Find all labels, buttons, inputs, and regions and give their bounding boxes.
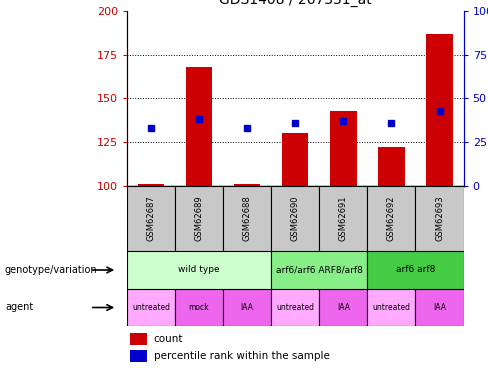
Text: GSM62688: GSM62688 [243, 196, 252, 242]
Bar [415, 289, 464, 326]
Bar [271, 251, 367, 289]
Bar [271, 289, 319, 326]
Bar [282, 134, 308, 186]
Bar [175, 289, 223, 326]
Text: IAA: IAA [241, 303, 254, 312]
Text: GSM62693: GSM62693 [435, 196, 444, 241]
Bar [271, 186, 319, 251]
Text: arf6 arf8: arf6 arf8 [396, 266, 435, 274]
Text: agent: agent [5, 303, 33, 312]
Bar [223, 289, 271, 326]
Text: GSM62689: GSM62689 [195, 196, 203, 241]
Text: GSM62691: GSM62691 [339, 196, 348, 241]
Text: wild type: wild type [178, 266, 220, 274]
Bar [367, 186, 415, 251]
Text: percentile rank within the sample: percentile rank within the sample [154, 351, 330, 361]
Bar [223, 186, 271, 251]
Text: IAA: IAA [337, 303, 350, 312]
Bar [130, 333, 147, 345]
Text: genotype/variation: genotype/variation [5, 265, 98, 275]
Bar [127, 186, 175, 251]
Bar [130, 350, 147, 362]
Bar [367, 289, 415, 326]
Text: untreated: untreated [372, 303, 410, 312]
Bar [319, 289, 367, 326]
Bar [378, 147, 405, 186]
Bar [138, 184, 164, 186]
Text: untreated: untreated [132, 303, 170, 312]
Title: GDS1408 / 267331_at: GDS1408 / 267331_at [219, 0, 372, 8]
Bar [127, 251, 271, 289]
Bar [234, 184, 261, 186]
Text: IAA: IAA [433, 303, 446, 312]
Bar [330, 111, 357, 186]
Text: GSM62690: GSM62690 [291, 196, 300, 241]
Bar [175, 186, 223, 251]
Bar [319, 186, 367, 251]
Bar [127, 289, 175, 326]
Bar [427, 34, 453, 186]
Text: untreated: untreated [276, 303, 314, 312]
Text: GSM62692: GSM62692 [387, 196, 396, 241]
Text: arf6/arf6 ARF8/arf8: arf6/arf6 ARF8/arf8 [276, 266, 363, 274]
Text: GSM62687: GSM62687 [146, 196, 156, 242]
Text: mock: mock [189, 303, 209, 312]
Bar [186, 67, 212, 186]
Bar [367, 251, 464, 289]
Text: count: count [154, 334, 183, 345]
Bar [415, 186, 464, 251]
